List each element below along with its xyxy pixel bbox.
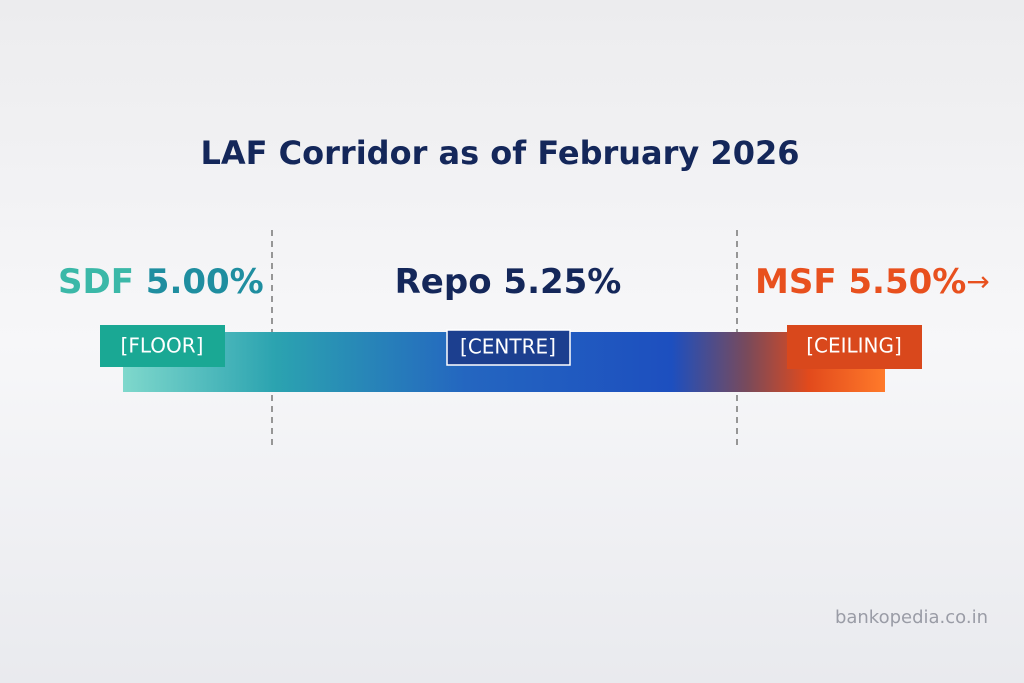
sdf-label: SDF 5.00% [58, 262, 264, 302]
rate-value: 5.50% [848, 262, 966, 302]
rate-name: MSF [755, 262, 837, 302]
centre-tag-box [446, 329, 571, 366]
centre-tag: [CENTRE] [460, 335, 556, 359]
rate-name: SDF [58, 262, 134, 302]
rate-value: 5.25% [503, 262, 621, 302]
rate-value: 5.00% [146, 262, 264, 302]
msf-label: MSF 5.50%→ [755, 262, 990, 302]
rate-name: Repo [395, 262, 492, 302]
floor-tag: [FLOOR] [121, 334, 204, 358]
ceiling-tag-box [787, 325, 922, 369]
ceiling-tag: [CEILING] [806, 334, 902, 358]
title: LAF Corridor as of February 2026 [201, 134, 800, 172]
repo-label: Repo 5.25% [395, 262, 622, 302]
arrow: → [966, 265, 989, 298]
floor-tag-box [100, 325, 225, 367]
watermark: bankopedia.co.in [835, 607, 988, 628]
